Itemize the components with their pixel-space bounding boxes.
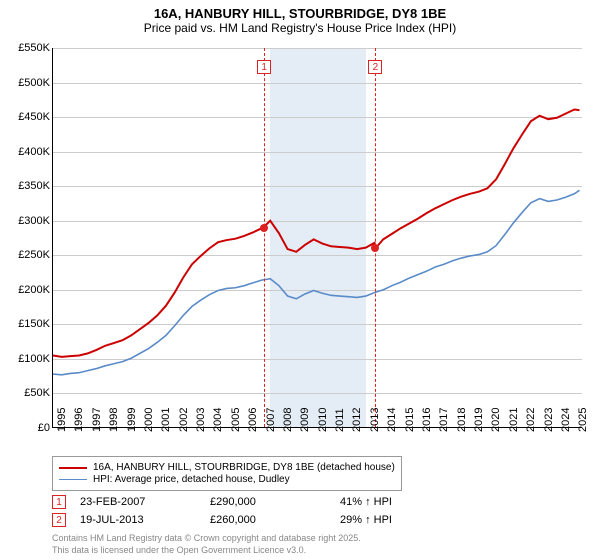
series-line [53,109,580,356]
x-axis-label: 2001 [160,408,172,432]
x-axis-label: 1999 [126,408,138,432]
sale-num-box: 2 [52,513,66,527]
sale-delta: 41% ↑ HPI [340,496,470,508]
y-axis-label: £400K [2,146,50,158]
x-axis-label: 2007 [265,408,277,432]
x-axis-label: 2004 [212,408,224,432]
y-axis-label: £200K [2,284,50,296]
chart-plot-area: 12 [52,48,582,428]
x-axis-label: 2025 [577,408,589,432]
sale-num-box: 1 [52,495,66,509]
x-axis-label: 1996 [73,408,85,432]
sale-marker-dot [371,244,379,252]
x-axis-label: 1997 [91,408,103,432]
y-axis-label: £300K [2,215,50,227]
legend-block: 16A, HANBURY HILL, STOURBRIDGE, DY8 1BE … [52,456,582,556]
x-axis-label: 2002 [178,408,190,432]
y-axis-label: £350K [2,180,50,192]
x-axis-label: 2010 [317,408,329,432]
x-axis-label: 2011 [334,408,346,432]
x-axis-label: 1998 [108,408,120,432]
y-axis-label: £250K [2,249,50,261]
x-axis-label: 2017 [438,408,450,432]
x-axis-label: 2016 [421,408,433,432]
x-axis-label: 2024 [560,408,572,432]
legend-box: 16A, HANBURY HILL, STOURBRIDGE, DY8 1BE … [52,456,402,491]
sale-date: 19-JUL-2013 [80,514,210,526]
y-axis-label: £50K [2,387,50,399]
y-axis-label: £100K [2,353,50,365]
x-axis-label: 1995 [56,408,68,432]
event-line [375,48,376,427]
event-marker-box: 2 [368,60,382,74]
chart-subtitle: Price paid vs. HM Land Registry's House … [0,21,600,35]
x-axis-label: 2008 [282,408,294,432]
legend-label: HPI: Average price, detached house, Dudl… [93,474,290,485]
sale-row: 1 23-FEB-2007£290,00041% ↑ HPI [52,495,582,509]
footnote-line-1: Contains HM Land Registry data © Crown c… [52,533,582,545]
x-axis-label: 2023 [543,408,555,432]
legend-row: HPI: Average price, detached house, Dudl… [59,474,395,485]
y-axis-label: £550K [2,42,50,54]
event-line [264,48,265,427]
chart-title: 16A, HANBURY HILL, STOURBRIDGE, DY8 1BE [0,6,600,21]
footnote-line-2: This data is licensed under the Open Gov… [52,545,582,557]
sale-row: 2 19-JUL-2013£260,00029% ↑ HPI [52,513,582,527]
sale-price: £260,000 [210,514,340,526]
x-axis-label: 2019 [473,408,485,432]
sale-date: 23-FEB-2007 [80,496,210,508]
x-axis-label: 2003 [195,408,207,432]
x-axis-label: 2012 [351,408,363,432]
legend-swatch [59,467,87,469]
x-axis-label: 2005 [230,408,242,432]
footnote: Contains HM Land Registry data © Crown c… [52,533,582,556]
x-axis-label: 2013 [369,408,381,432]
x-axis-label: 2021 [508,408,520,432]
x-axis-label: 2009 [299,408,311,432]
chart-svg [53,48,582,427]
y-axis-label: £500K [2,77,50,89]
sales-list: 1 23-FEB-2007£290,00041% ↑ HPI 2 19-JUL-201… [52,495,582,527]
legend-swatch [59,479,87,481]
x-axis-label: 2014 [386,408,398,432]
sale-delta: 29% ↑ HPI [340,514,470,526]
legend-label: 16A, HANBURY HILL, STOURBRIDGE, DY8 1BE … [93,462,395,473]
x-axis-label: 2018 [456,408,468,432]
sale-price: £290,000 [210,496,340,508]
event-marker-box: 1 [257,60,271,74]
series-line [53,190,580,374]
y-axis-label: £0 [2,422,50,434]
chart-container: 16A, HANBURY HILL, STOURBRIDGE, DY8 1BE … [0,0,600,560]
x-axis-label: 2000 [143,408,155,432]
x-axis-label: 2022 [525,408,537,432]
sale-marker-dot [260,224,268,232]
title-block: 16A, HANBURY HILL, STOURBRIDGE, DY8 1BE … [0,0,600,37]
y-axis-label: £150K [2,318,50,330]
x-axis-label: 2020 [490,408,502,432]
x-axis-label: 2015 [404,408,416,432]
y-axis-label: £450K [2,111,50,123]
x-axis-label: 2006 [247,408,259,432]
legend-row: 16A, HANBURY HILL, STOURBRIDGE, DY8 1BE … [59,462,395,473]
